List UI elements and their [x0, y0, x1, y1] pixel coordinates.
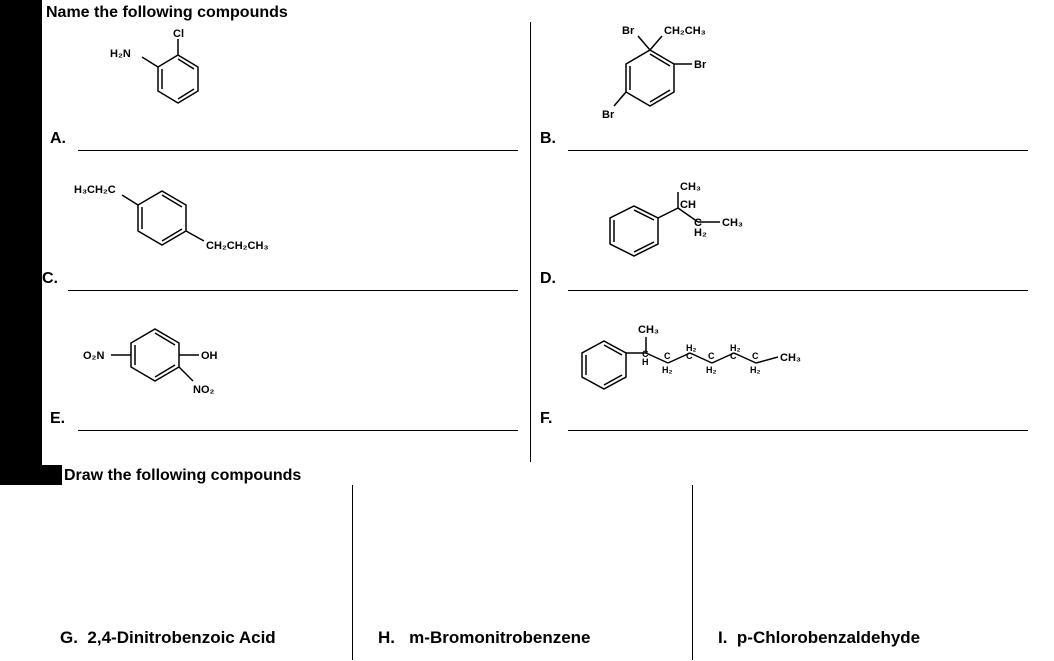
label-D: D.	[540, 270, 556, 288]
label-A: A.	[50, 130, 66, 148]
structure-E: O₂N OH NO₂	[65, 305, 285, 420]
cell-C: H₃CH₂C CH₂CH₂CH₃ C.	[42, 160, 522, 290]
vline-b2	[692, 485, 693, 660]
cell-F: CH₃ C H C H₂ H₂ C C H₂ H₂ C C H₂ CH₃ F.	[540, 300, 1010, 430]
label-H2N: H₂N	[110, 48, 131, 60]
vline-top	[530, 22, 531, 462]
line-A	[78, 150, 518, 151]
text-G: 2,4-Dinitrobenzoic Acid	[87, 628, 275, 647]
label-OH: OH	[201, 350, 218, 362]
structure-F: CH₃ C H C H₂ H₂ C C H₂ H₂ C C H₂ CH₃	[560, 305, 860, 420]
row-H: H. m-Bromonitrobenzene	[378, 628, 591, 648]
label-CH2CH3: CH₂CH₃	[664, 25, 706, 37]
structure-B: Br CH₂CH₃ Br Br	[570, 20, 770, 140]
label-O2N: O₂N	[83, 350, 104, 362]
label-CH3-d2: CH₃	[722, 217, 743, 229]
label-CH3-f: CH₃	[638, 324, 659, 336]
label-C: C.	[42, 270, 58, 288]
label-CH-d: CH	[680, 199, 696, 211]
label-H3CH2C: H₃CH₂C	[74, 184, 116, 196]
label-Br-3: Br	[602, 109, 615, 121]
line-F	[568, 430, 1028, 431]
label-C-f6: C	[752, 351, 759, 361]
line-B	[568, 150, 1028, 151]
row-G: G. 2,4-Dinitrobenzoic Acid	[60, 628, 276, 648]
label-H2-f4: H₂	[706, 365, 717, 375]
label-C-f5: C	[730, 351, 737, 361]
label-F: F.	[540, 410, 552, 428]
label-Cl: Cl	[173, 28, 184, 40]
label-CH3-f2: CH₃	[780, 352, 801, 364]
label-G: G.	[60, 628, 78, 647]
text-I: p-Chlorobenzaldehyde	[737, 628, 920, 647]
label-C-f3: C	[686, 351, 693, 361]
label-H2-f6: H₂	[750, 365, 761, 375]
label-CH3-d1: CH₃	[680, 181, 701, 193]
cell-E: O₂N OH NO₂ E.	[50, 300, 520, 430]
label-E: E.	[50, 410, 65, 428]
cell-D: CH₃ CH C H₂ CH₃ D.	[540, 160, 1010, 290]
cell-B: Br CH₂CH₃ Br Br B.	[540, 20, 1010, 150]
section-title-draw: Draw the following compounds	[64, 467, 301, 485]
text-H: m-Bromonitrobenzene	[409, 628, 590, 647]
structure-A: Cl H₂N	[100, 25, 240, 140]
label-B: B.	[540, 130, 556, 148]
structure-D: CH₃ CH C H₂ CH₃	[580, 170, 800, 285]
cell-A: Cl H₂N A.	[50, 20, 520, 150]
line-C	[68, 290, 518, 291]
label-H2-f2: H₂	[662, 365, 673, 375]
line-D	[568, 290, 1028, 291]
label-C-f2: C	[664, 351, 671, 361]
label-CH2CH2CH3: CH₂CH₂CH₃	[206, 240, 269, 252]
label-H2-d: H₂	[694, 227, 707, 239]
label-NO2: NO₂	[193, 384, 215, 396]
left-black-bar-2	[0, 465, 62, 485]
left-black-bar	[0, 0, 42, 465]
label-H: H.	[378, 628, 395, 647]
label-C-f4: C	[708, 351, 715, 361]
vline-b1	[352, 485, 353, 660]
line-E	[78, 430, 518, 431]
row-I: I. p-Chlorobenzaldehyde	[718, 628, 920, 648]
label-Br-2: Br	[694, 59, 707, 71]
label-I: I.	[718, 628, 727, 647]
label-H-f1: H	[642, 357, 649, 367]
structure-C: H₃CH₂C CH₂CH₂CH₃	[72, 165, 302, 280]
label-Br-1: Br	[622, 25, 635, 37]
